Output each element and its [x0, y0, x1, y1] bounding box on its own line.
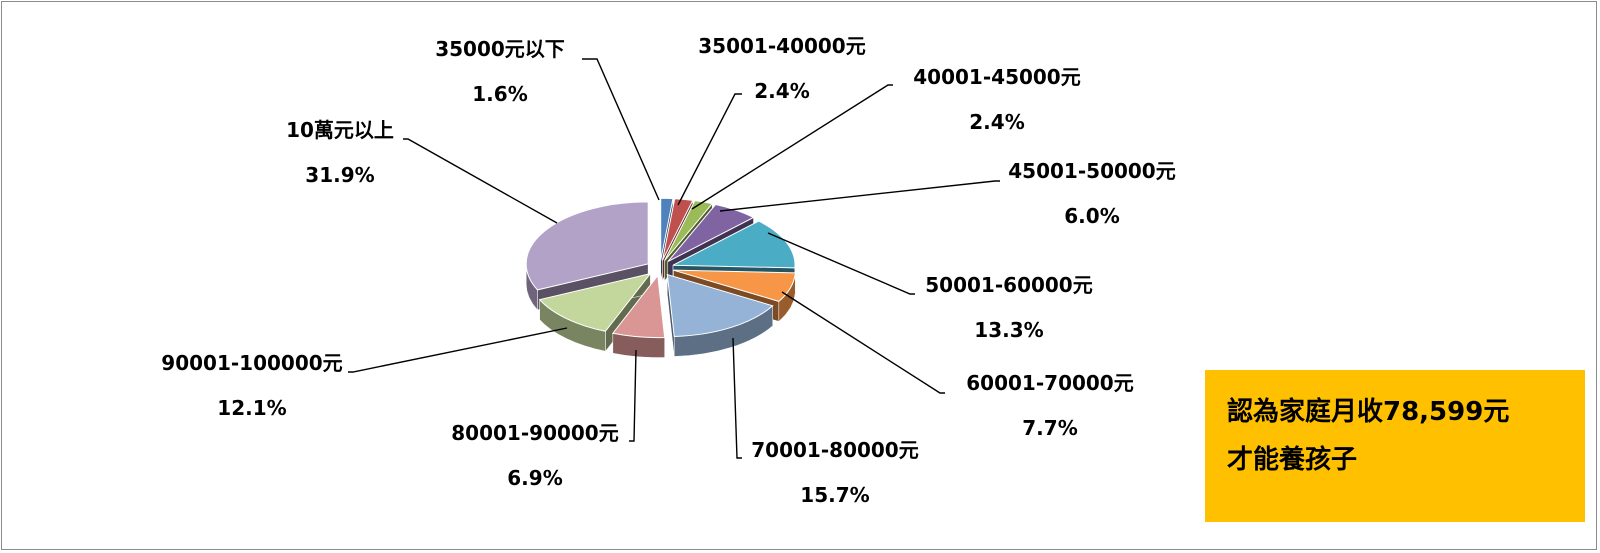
slice-6 [666, 273, 774, 337]
slice-label-5: 60001-70000元 [966, 371, 1133, 395]
slice-5 [673, 269, 796, 302]
leader-line-9 [403, 138, 558, 224]
slice-value-1: 2.4% [754, 79, 809, 103]
slice-1 [661, 198, 694, 261]
callout-line-1: 認為家庭月收78,599元 [1227, 397, 1510, 427]
slice-value-8: 12.1% [217, 396, 286, 420]
slice-value-4: 13.3% [974, 318, 1043, 342]
slice-8 [538, 272, 652, 332]
slice-label-6: 70001-80000元 [751, 438, 918, 462]
leader-line-7 [629, 349, 637, 442]
leader-line-5 [781, 291, 945, 394]
pie-tops [525, 197, 796, 339]
slice-value-0: 1.6% [472, 82, 527, 106]
slice-label-8: 90001-100000元 [161, 351, 342, 375]
slice-0 [660, 197, 674, 261]
slice-value-2: 2.4% [969, 110, 1024, 134]
slice-4 [672, 220, 796, 269]
leader-line-2 [691, 84, 893, 210]
slice-label-4: 50001-60000元 [925, 273, 1092, 297]
slice-3 [667, 203, 755, 263]
slice-value-9: 31.9% [305, 163, 374, 187]
slice-label-9: 10萬元以上 [286, 118, 394, 142]
slice-label-2: 40001-45000元 [913, 65, 1080, 89]
leader-line-1 [677, 93, 742, 206]
callout-box: 認為家庭月收78,599元 才能養孩子 [1205, 370, 1585, 522]
slice-label-7: 80001-90000元 [451, 421, 618, 445]
slice-value-7: 6.9% [507, 466, 562, 490]
slice-9 [525, 201, 649, 291]
callout-line-2: 才能養孩子 [1227, 445, 1358, 475]
slice-label-0: 35000元以下 [435, 37, 565, 61]
leader-line-8 [348, 327, 568, 373]
slice-value-6: 15.7% [800, 483, 869, 507]
slice-value-3: 6.0% [1064, 204, 1119, 228]
slice-label-1: 35001-40000元 [698, 34, 865, 58]
leader-line-3 [719, 180, 1000, 212]
slice-label-3: 45001-50000元 [1008, 159, 1175, 183]
leader-line-0 [582, 58, 660, 201]
slice-value-5: 7.7% [1022, 416, 1077, 440]
slice-7 [611, 274, 666, 339]
leader-line-4 [767, 232, 915, 295]
leader-line-6 [732, 337, 742, 459]
